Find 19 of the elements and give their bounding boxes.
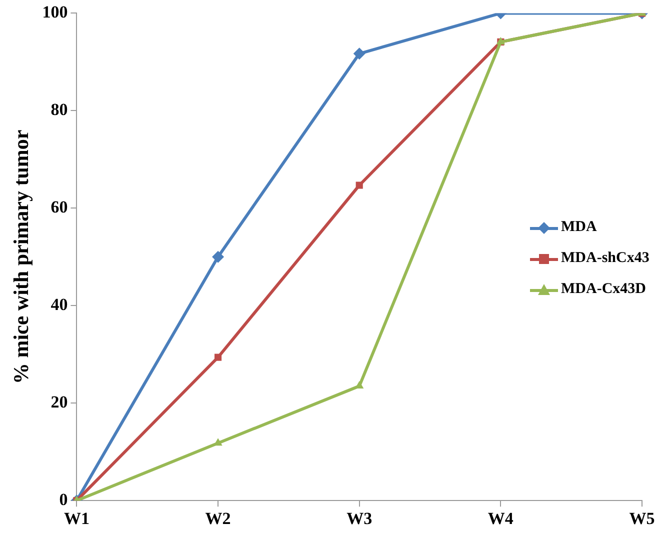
point bbox=[212, 250, 224, 263]
point bbox=[353, 48, 366, 60]
point bbox=[356, 182, 363, 189]
y-tick-label: 0 bbox=[59, 490, 68, 509]
x-tick-label: W2 bbox=[205, 509, 231, 528]
x-tick-label: W3 bbox=[346, 509, 372, 528]
legend-label: MDA bbox=[561, 219, 597, 236]
legend-label: MDA-shCx43 bbox=[561, 250, 650, 267]
y-tick-label: 60 bbox=[50, 198, 68, 217]
y-axis-title: % mice with primary tumor bbox=[9, 130, 34, 384]
y-tick-label: 100 bbox=[42, 2, 68, 22]
y-tick-label: 20 bbox=[50, 392, 68, 412]
point bbox=[214, 354, 222, 361]
x-tick-label: W1 bbox=[64, 509, 90, 528]
legend-label: MDA-Cx43D bbox=[561, 281, 646, 298]
y-tick-label: 40 bbox=[50, 295, 68, 314]
x-tick-label: W4 bbox=[488, 509, 514, 528]
x-tick-label: W5 bbox=[629, 509, 655, 528]
y-tick-label: 80 bbox=[50, 100, 68, 120]
